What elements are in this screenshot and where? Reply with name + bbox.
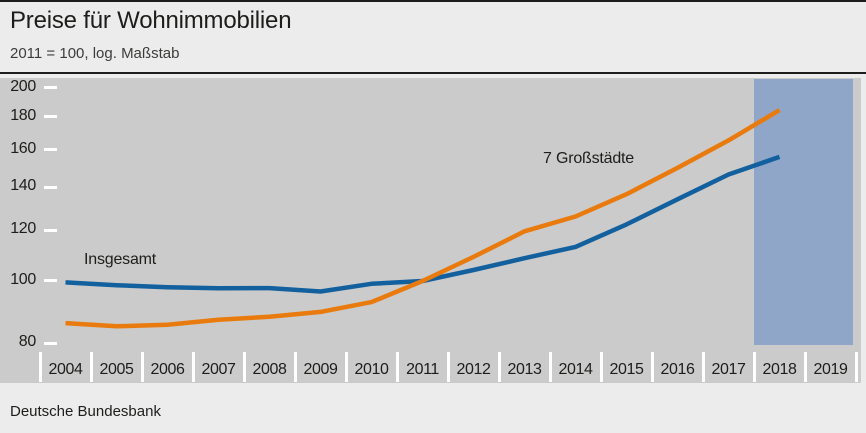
x-axis-year-label: 2010 [354,361,389,378]
x-tick-separator [855,352,858,382]
x-tick-separator [702,352,705,382]
x-axis-year-label: 2007 [201,361,236,378]
y-tick-mark [44,115,57,119]
x-axis-year-label: 2015 [609,361,644,378]
x-axis-year-label: 2019 [813,361,848,378]
x-axis-year-label: 2017 [711,361,746,378]
data-lines [65,108,781,329]
x-tick-separator [39,352,42,382]
x-axis-year-label: 2008 [252,361,287,378]
x-tick-separator [243,352,246,382]
chart-title: Preise für Wohnimmobilien [10,7,292,34]
x-tick-separator [600,352,603,382]
x-axis-year-label: 2009 [303,361,338,378]
y-axis-tick-label: 200 [10,77,36,95]
y-axis-tick-label: 100 [10,270,36,288]
x-tick-separator [294,352,297,382]
x-axis-year-label: 2013 [507,361,542,378]
y-axis-tick-label: 160 [10,139,36,157]
x-tick-separator [192,352,195,382]
x-tick-separator [447,352,450,382]
top-rule [0,0,866,2]
y-axis-tick-label: 180 [10,106,36,124]
x-tick-separator [549,352,552,382]
x-axis-year-label: 2011 [406,361,439,378]
series-label-grossstaedte: 7 Großstädte [543,150,634,167]
plot-area: 80 100 120 140 160 180 200 2004 2005 2006 2007 200… [0,78,861,383]
line-insgesamt [65,154,781,294]
chart-subtitle: 2011 = 100, log. Maßstab [10,45,180,62]
x-axis-year-label: 2014 [558,361,593,378]
y-tick-mark [44,185,57,189]
highlight-band-2018-2019 [754,79,853,345]
y-axis-tick-label: 80 [18,333,37,351]
x-tick-separator [345,352,348,382]
x-axis-year-label: 2016 [660,361,695,378]
x-axis-year-label: 2018 [762,361,797,378]
x-tick-separator [141,352,144,382]
x-tick-separator [396,352,399,382]
y-axis-tick-label: 120 [10,220,36,238]
x-tick-separator [498,352,501,382]
y-tick-mark [44,148,57,152]
header-divider-rule [0,72,866,74]
y-axis-tick-label: 140 [10,177,36,195]
x-axis-year-label: 2006 [150,361,185,378]
y-tick-mark [44,279,57,283]
line-grossstaedte [65,108,781,329]
x-tick-separator [90,352,93,382]
x-tick-separator [753,352,756,382]
y-tick-mark [44,86,57,90]
x-tick-separator [651,352,654,382]
x-axis-year-label: 2005 [99,361,134,378]
y-tick-mark [44,228,57,232]
source-label: Deutsche Bundesbank [10,403,161,420]
x-tick-separator [804,352,807,382]
y-tick-mark [44,341,57,345]
series-label-insgesamt: Insgesamt [84,251,157,268]
x-axis-year-label: 2012 [456,361,491,378]
x-axis-year-label: 2004 [48,361,83,378]
